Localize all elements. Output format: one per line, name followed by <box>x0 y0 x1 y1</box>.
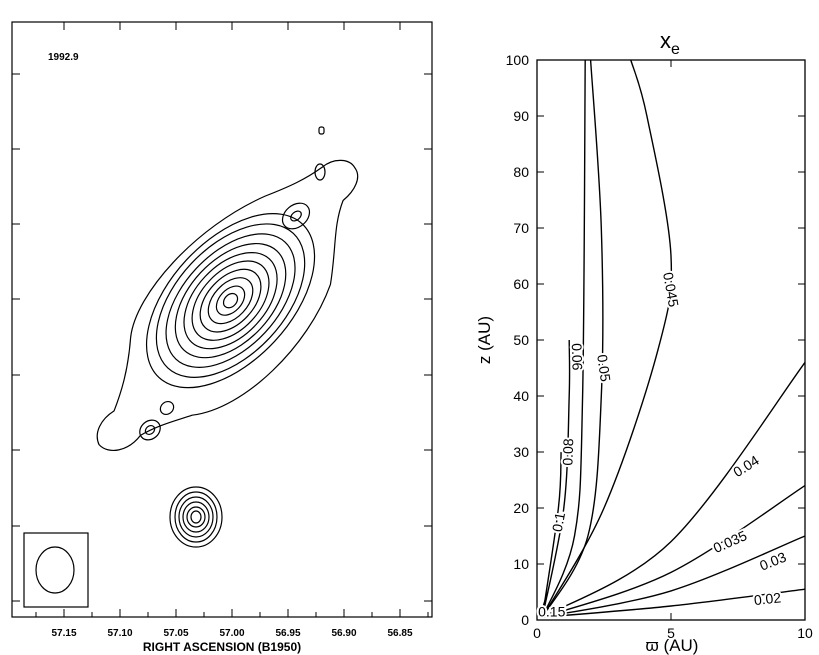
contour-label-0.03: 0.03 <box>757 549 788 574</box>
x-axis-ticks: 0 5 10 <box>533 60 813 641</box>
beam-box <box>23 532 89 608</box>
main-jet-contours <box>96 159 359 452</box>
left-frame-ticks <box>12 22 432 617</box>
y-axis-ticks: 0 10 20 30 40 50 60 70 80 90 100 <box>506 52 805 628</box>
ra-tick-label: 57.05 <box>163 628 188 639</box>
contour-label-0.045: 0.045 <box>660 271 682 308</box>
tiny-knot <box>318 126 325 135</box>
southern-component-contours <box>169 486 223 548</box>
jet-contour-level-7 <box>191 260 270 341</box>
y-tick-label: 80 <box>513 164 529 180</box>
title-main: x <box>660 28 671 53</box>
contour-line-0.03 <box>542 535 806 618</box>
contour-label-0.05: 0.05 <box>594 353 614 382</box>
contour-label-0.06: 0.06 <box>569 343 586 371</box>
y-tick-label: 40 <box>513 388 529 404</box>
contour-label-0.04: 0.04 <box>730 452 762 480</box>
main-jet-outer-contour <box>96 159 359 452</box>
ra-tick-label: 56.85 <box>387 628 412 639</box>
xe-contour-lines <box>539 59 806 618</box>
south-contour-1 <box>169 486 223 548</box>
jet-contour-level-2 <box>145 213 316 389</box>
ra-tick-label: 56.90 <box>331 628 356 639</box>
south-contour-2 <box>174 491 218 543</box>
contour-line-0.02 <box>542 588 806 618</box>
upper-knot-outer <box>281 202 311 230</box>
y-tick-label: 0 <box>521 612 529 628</box>
south-contour-6 <box>190 510 202 524</box>
south-contour-3 <box>178 496 214 538</box>
isolated-knot <box>314 163 326 181</box>
contour-line-0.05 <box>541 59 604 618</box>
right-x-axis-title: ϖ (AU) <box>646 636 699 655</box>
contour-line-0.15 <box>539 591 549 618</box>
left-x-tick-labels: 57.15 57.10 57.05 57.00 56.95 56.90 56.8… <box>51 628 412 639</box>
lower-knot-outer <box>139 419 161 441</box>
x-tick-label: 10 <box>797 625 813 641</box>
jet-lower-knots <box>139 400 175 441</box>
left-plot-frame <box>11 21 433 618</box>
jet-contour-level-4 <box>165 233 296 368</box>
contour-line-0.04 <box>542 361 806 618</box>
contour-label-0.15: 0.15 <box>538 604 565 620</box>
right-chart-title: xe <box>660 28 680 58</box>
lower-knot-second <box>159 400 175 416</box>
jet-upper-knots <box>281 126 326 230</box>
ra-tick-label: 56.95 <box>275 628 300 639</box>
jet-contour-level-11 <box>222 292 239 309</box>
y-tick-label: 70 <box>513 220 529 236</box>
contour-line-0.045 <box>541 59 673 618</box>
contour-line-0.06 <box>541 59 586 618</box>
ra-tick-label: 57.15 <box>51 628 76 639</box>
upper-knot-inner <box>290 210 302 222</box>
ra-tick-label: 57.00 <box>219 628 244 639</box>
y-tick-label: 20 <box>513 500 529 516</box>
jet-contour-level-8 <box>199 268 262 333</box>
y-tick-label: 60 <box>513 276 529 292</box>
contour-line-0.1 <box>541 451 562 618</box>
contour-label-0.035: 0.035 <box>711 527 750 556</box>
right-plot-frame <box>536 59 806 621</box>
y-tick-label: 10 <box>513 556 529 572</box>
jet-contour-level-3 <box>155 223 306 378</box>
right-y-axis-title: z (AU) <box>475 316 494 364</box>
beam-ellipse <box>35 546 75 594</box>
x-tick-label: 5 <box>667 625 675 641</box>
title-subscript: e <box>671 41 680 58</box>
main-jet-inner-contours <box>145 213 316 389</box>
south-contour-4 <box>182 501 210 533</box>
lower-knot-inner <box>144 424 156 436</box>
contour-line-0.08 <box>541 339 571 618</box>
contour-label-0.08: 0.08 <box>559 438 576 466</box>
jet-contour-level-10 <box>215 285 246 316</box>
jet-contour-level-9 <box>207 277 254 325</box>
y-tick-label: 30 <box>513 444 529 460</box>
contour-label-0.02: 0.02 <box>753 589 782 608</box>
jet-contour-level-6 <box>183 251 278 350</box>
contour-label-0.1: 0.1 <box>549 511 568 533</box>
left-panel: 1992.9 <box>11 21 433 654</box>
south-contour-5 <box>186 506 206 528</box>
y-tick-label: 90 <box>513 108 529 124</box>
contour-line-0.035 <box>542 485 806 618</box>
epoch-label: 1992.9 <box>48 52 79 63</box>
ra-tick-label: 57.10 <box>107 628 132 639</box>
left-x-axis-title: RIGHT ASCENSION (B1950) <box>143 640 301 654</box>
x-tick-label: 0 <box>533 625 541 641</box>
y-tick-label: 100 <box>506 52 530 68</box>
jet-contour-level-5 <box>174 242 287 359</box>
y-tick-label: 50 <box>513 332 529 348</box>
